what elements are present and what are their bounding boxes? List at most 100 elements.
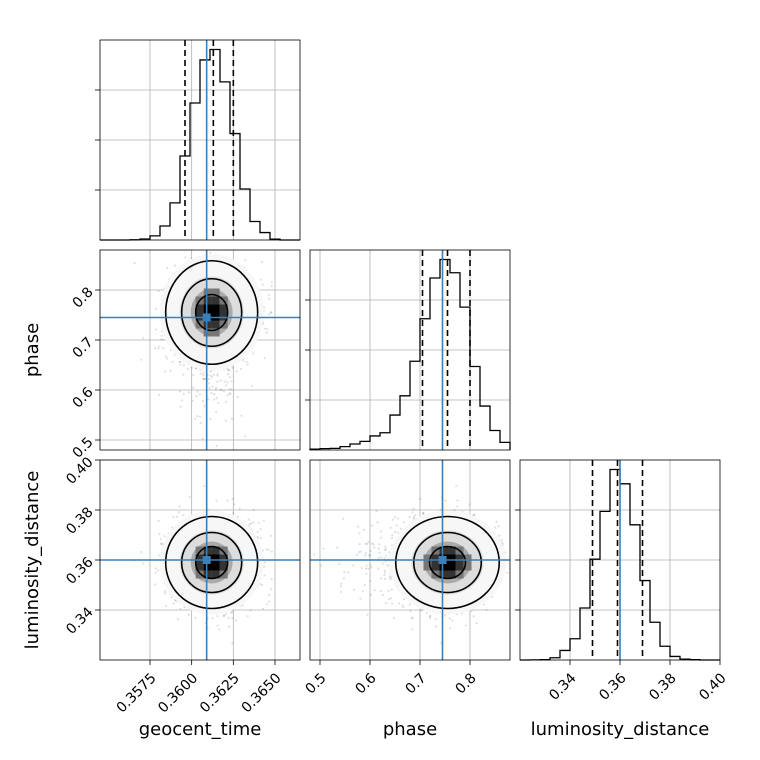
sample-point bbox=[186, 367, 189, 370]
sample-point bbox=[180, 399, 184, 402]
y-tick-label: 0.6 bbox=[70, 384, 97, 411]
sample-point bbox=[252, 508, 255, 512]
sample-point bbox=[198, 415, 202, 418]
sample-point bbox=[266, 603, 269, 606]
sample-point bbox=[157, 569, 160, 572]
density-cell bbox=[219, 554, 228, 563]
sample-point bbox=[228, 625, 231, 628]
sample-point bbox=[259, 528, 262, 531]
sample-point bbox=[238, 507, 241, 510]
sample-point bbox=[240, 414, 243, 417]
sample-point bbox=[158, 554, 161, 557]
sample-point bbox=[270, 588, 273, 591]
density-cell bbox=[219, 562, 228, 571]
sample-point bbox=[142, 337, 145, 340]
sample-point bbox=[202, 374, 205, 377]
sample-point bbox=[182, 373, 185, 376]
sample-point bbox=[216, 372, 219, 376]
sample-point bbox=[211, 385, 214, 388]
panel-frame bbox=[99, 39, 301, 241]
sample-point bbox=[412, 517, 416, 520]
density-cell bbox=[211, 304, 220, 313]
sample-point bbox=[154, 307, 158, 310]
sample-point bbox=[391, 602, 394, 605]
contour-line bbox=[164, 259, 259, 366]
contour-line bbox=[180, 277, 243, 348]
density-cell bbox=[195, 570, 204, 579]
sample-point bbox=[230, 388, 233, 391]
density-cell bbox=[203, 304, 212, 313]
sample-point bbox=[181, 452, 183, 454]
sample-point bbox=[396, 517, 399, 520]
sample-point bbox=[228, 387, 231, 391]
sample-point bbox=[188, 496, 191, 499]
sample-point bbox=[154, 567, 158, 570]
sample-point bbox=[439, 508, 442, 511]
sample-point bbox=[160, 542, 163, 546]
sample-point bbox=[210, 375, 214, 379]
sample-point bbox=[386, 564, 389, 567]
sample-point bbox=[388, 575, 391, 578]
hist-panel-luminosity_distance bbox=[515, 459, 721, 661]
sample-point bbox=[182, 392, 185, 396]
sample-point bbox=[352, 564, 355, 567]
sample-point bbox=[305, 584, 307, 586]
sample-point bbox=[267, 549, 270, 552]
sample-point bbox=[184, 256, 187, 259]
sample-point bbox=[261, 607, 265, 610]
y-tick-label: 0.8 bbox=[70, 284, 97, 311]
sample-point bbox=[236, 396, 239, 399]
sample-point bbox=[170, 596, 173, 599]
sample-point bbox=[357, 551, 361, 554]
sample-point bbox=[385, 554, 388, 558]
sample-point bbox=[201, 399, 205, 403]
sample-point bbox=[231, 366, 234, 369]
sample-point bbox=[198, 393, 202, 396]
sample-point bbox=[244, 435, 247, 438]
sample-point bbox=[358, 532, 361, 535]
sample-point bbox=[202, 377, 205, 381]
sample-point bbox=[216, 374, 219, 377]
sample-point bbox=[164, 604, 168, 608]
density-cell bbox=[195, 554, 204, 563]
sample-point bbox=[161, 347, 165, 350]
sample-point bbox=[267, 293, 270, 296]
sample-point bbox=[203, 485, 206, 488]
sample-point bbox=[262, 306, 266, 309]
sample-point bbox=[166, 357, 169, 360]
sample-point bbox=[140, 550, 143, 554]
sample-point bbox=[201, 437, 204, 440]
sample-point bbox=[164, 592, 167, 595]
sample-point bbox=[230, 610, 234, 613]
sample-point bbox=[434, 618, 437, 621]
sample-point bbox=[247, 518, 250, 521]
sample-point bbox=[222, 615, 226, 618]
sample-point bbox=[214, 388, 217, 391]
sample-point bbox=[250, 522, 253, 525]
sample-point bbox=[208, 377, 211, 381]
sample-point bbox=[365, 542, 369, 545]
sample-point bbox=[192, 386, 195, 389]
density-cell bbox=[203, 288, 212, 297]
density-cell bbox=[203, 570, 212, 579]
sample-point bbox=[249, 609, 252, 612]
sample-point bbox=[224, 419, 228, 422]
sample-point bbox=[159, 542, 163, 545]
sample-point bbox=[228, 392, 231, 395]
y-axis-label: luminosity_distance bbox=[22, 471, 43, 650]
sample-point bbox=[210, 391, 213, 395]
sample-point bbox=[224, 400, 227, 404]
sample-point bbox=[217, 401, 220, 405]
sample-point bbox=[216, 615, 219, 618]
sample-point bbox=[178, 505, 181, 508]
sample-point bbox=[161, 338, 165, 341]
sample-point bbox=[506, 571, 509, 574]
sample-point bbox=[219, 388, 223, 391]
sample-point bbox=[196, 414, 199, 418]
sample-point bbox=[187, 391, 191, 394]
sample-point bbox=[252, 352, 255, 355]
contour-line bbox=[180, 531, 243, 594]
sample-point bbox=[203, 377, 206, 381]
sample-point bbox=[178, 360, 181, 364]
